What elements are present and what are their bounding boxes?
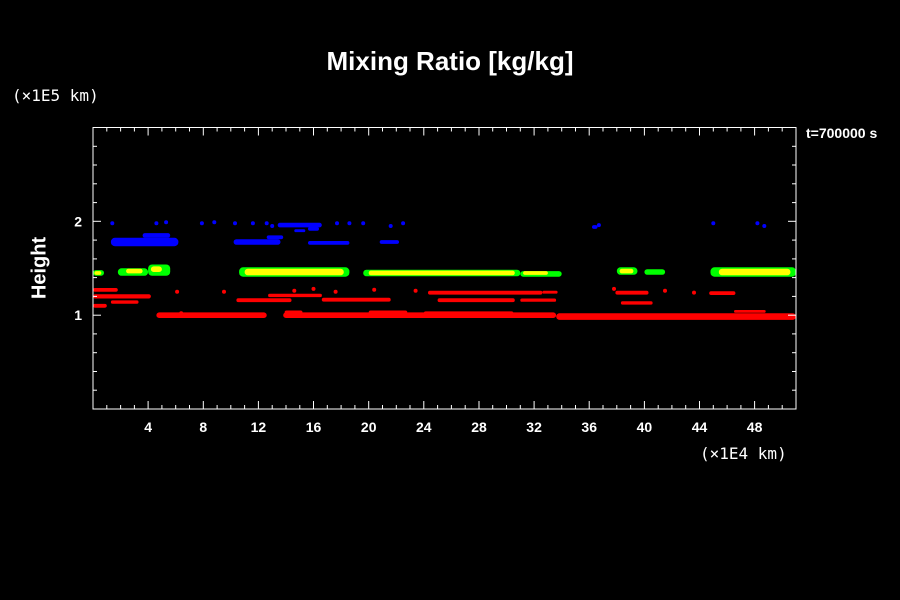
field-red-segment — [734, 310, 766, 313]
field-red-dot — [372, 287, 377, 292]
field-blue-segment — [110, 237, 179, 247]
field-red-segment — [437, 298, 515, 303]
field-yellow-segment — [94, 271, 102, 275]
field-blue-dot — [270, 224, 275, 228]
field-blue-dot — [212, 220, 217, 225]
field-blue-dot — [755, 221, 760, 226]
field-red-segment — [620, 301, 653, 305]
x-tick-label: 48 — [747, 419, 763, 435]
field-red-segment — [93, 288, 118, 292]
field-blue-segment — [294, 229, 306, 233]
x-tick-label: 8 — [199, 419, 207, 435]
x-tick-label: 24 — [416, 419, 432, 435]
field-red-segment — [156, 312, 267, 318]
field-red-segment — [520, 298, 557, 302]
field-red-segment — [423, 311, 514, 316]
field-blue-dot — [110, 221, 115, 226]
field-red-dot — [692, 290, 696, 295]
field-red-segment — [615, 290, 649, 295]
x-tick-label: 12 — [251, 419, 267, 435]
field-red-dot — [663, 288, 667, 293]
field-red-dot — [292, 288, 297, 293]
field-yellow-segment — [619, 268, 634, 274]
field-blue-dot — [233, 221, 237, 226]
field-red-dot — [333, 289, 338, 294]
field-red-dot — [612, 286, 616, 291]
field-blue-dot — [154, 221, 159, 226]
field-blue-segment — [308, 227, 319, 231]
field-red-segment — [268, 293, 322, 298]
x-tick-label: 16 — [306, 419, 322, 435]
field-blue-dot — [335, 221, 339, 226]
field-blue-segment — [142, 233, 171, 238]
field-yellow-segment — [244, 268, 344, 276]
field-red-segment — [236, 298, 292, 303]
field-blue-segment — [592, 225, 598, 229]
field-blue-dot — [388, 224, 393, 228]
x-tick-label: 32 — [526, 419, 542, 435]
field-red-segment — [368, 310, 408, 315]
field-blue-dot — [264, 221, 269, 226]
y-tick-label: 1 — [74, 307, 82, 323]
field-red-dot — [175, 289, 180, 294]
field-blue-dot — [596, 223, 601, 228]
field-green-segment — [644, 269, 666, 275]
x-tick-label: 40 — [637, 419, 653, 435]
field-blue-dot — [164, 220, 169, 225]
x-tick-label: 4 — [144, 419, 152, 435]
plot-frame — [92, 127, 797, 410]
field-yellow-segment — [150, 266, 162, 272]
field-red-segment — [110, 300, 139, 304]
y-tick-label: 2 — [74, 213, 82, 229]
x-tick-label: 44 — [692, 419, 708, 435]
field-red-dot — [311, 286, 316, 291]
field-blue-dot — [762, 224, 767, 228]
field-blue-dot — [361, 221, 366, 226]
field-red-dot — [222, 289, 226, 294]
field-blue-segment — [277, 222, 322, 228]
field-yellow-segment — [368, 270, 515, 276]
field-red-dot — [179, 311, 184, 316]
field-layer — [93, 220, 796, 320]
field-blue-dot — [401, 221, 406, 226]
x-axis-unit: (×1E4 km) — [700, 444, 787, 463]
field-red-segment — [93, 294, 151, 299]
field-red-segment — [556, 313, 796, 320]
y-axis-unit: (×1E5 km) — [12, 86, 99, 105]
field-blue-segment — [379, 240, 399, 244]
field-yellow-segment — [718, 268, 791, 276]
field-blue-segment — [233, 239, 281, 245]
field-red-segment — [284, 310, 303, 315]
field-blue-dot — [199, 221, 204, 226]
chart-title: Mixing Ratio [kg/kg] — [326, 46, 574, 76]
field-blue-dot — [711, 221, 716, 226]
x-tick-label: 36 — [581, 419, 597, 435]
field-blue-segment — [308, 241, 350, 245]
field-red-segment — [542, 290, 558, 294]
field-yellow-segment — [523, 271, 548, 275]
field-red-segment — [709, 291, 736, 295]
field-red-segment — [283, 312, 557, 318]
field-red-dot — [413, 288, 418, 293]
field-yellow-segment — [126, 268, 143, 274]
field-red-segment — [93, 303, 107, 308]
time-label: t=700000 s — [806, 125, 878, 141]
field-red-segment — [428, 290, 543, 295]
field-blue-dot — [347, 221, 352, 226]
field-blue-dot — [250, 221, 255, 226]
x-tick-label: 28 — [471, 419, 487, 435]
field-red-segment — [321, 297, 391, 302]
field-blue-segment — [266, 235, 284, 240]
x-tick-label: 20 — [361, 419, 377, 435]
